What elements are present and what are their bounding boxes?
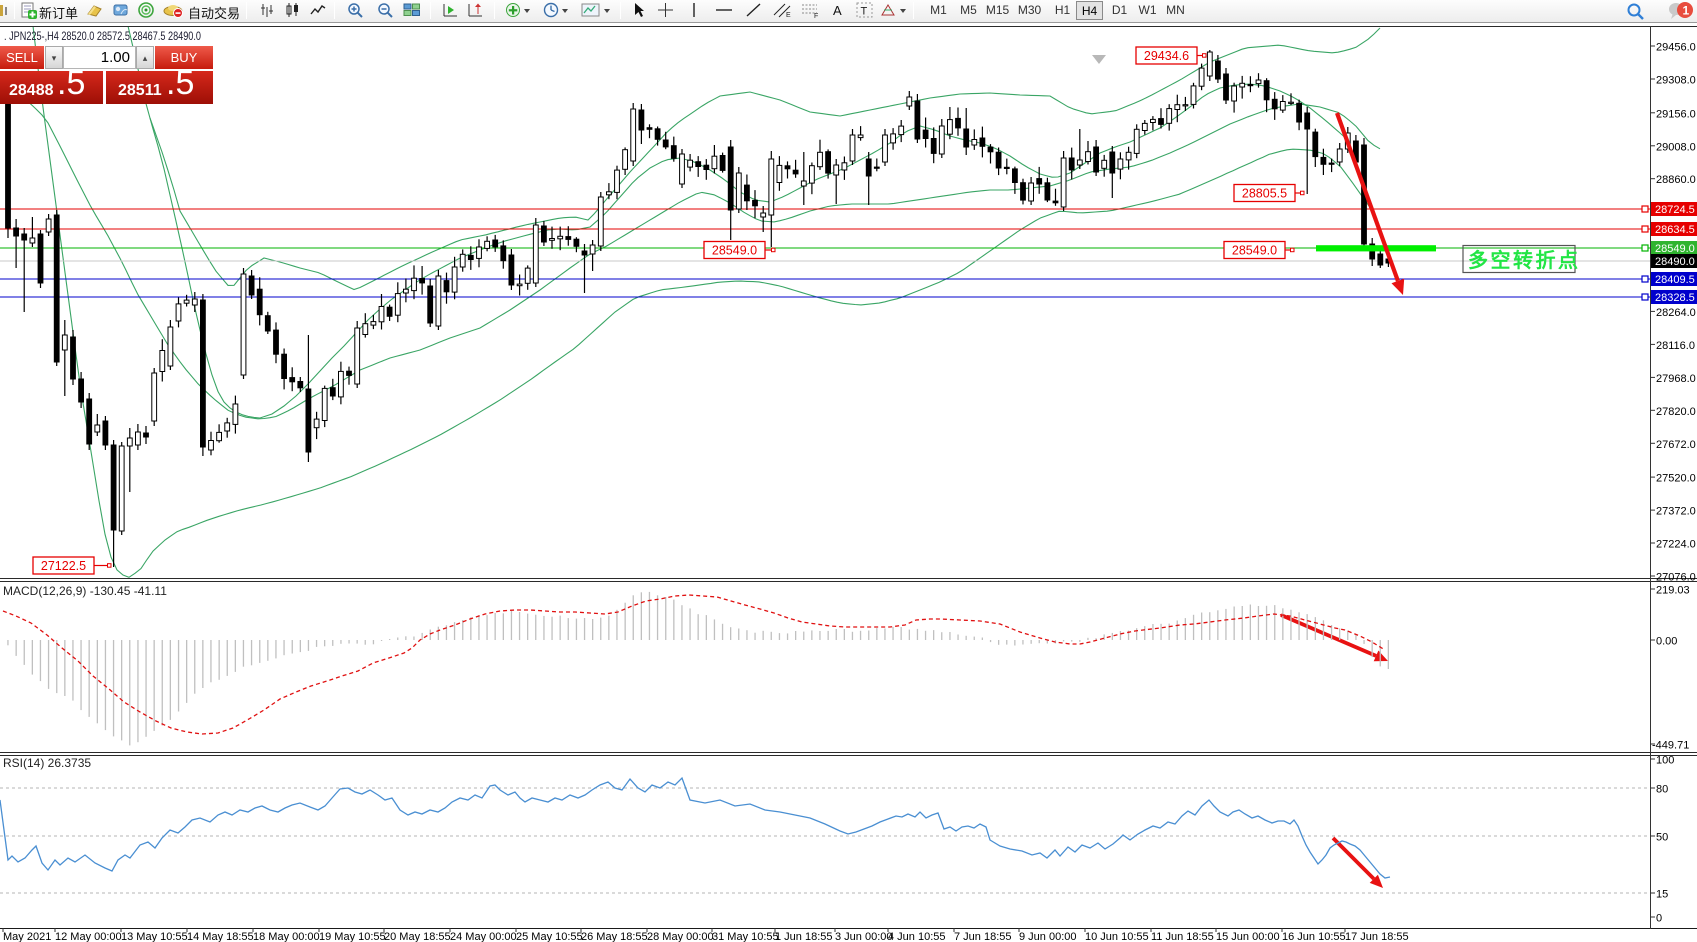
svg-text:219.03: 219.03 <box>1656 585 1690 597</box>
svg-text:MACD(12,26,9) -130.45 -41.11: MACD(12,26,9) -130.45 -41.11 <box>3 584 167 598</box>
svg-text:27224.0: 27224.0 <box>1656 539 1696 551</box>
svg-text:. JPN225-,H4 28520.0 28572.5: . JPN225-,H4 28520.0 28572.5 28467.5 284… <box>4 29 201 43</box>
svg-text:100: 100 <box>1656 755 1674 767</box>
svg-text:7 Jun 18:55: 7 Jun 18:55 <box>954 931 1012 942</box>
svg-text:27672.0: 27672.0 <box>1656 439 1696 451</box>
svg-text:0: 0 <box>1656 913 1662 925</box>
svg-text:27122.5: 27122.5 <box>41 559 86 573</box>
svg-text:16 Jun 10:55: 16 Jun 10:55 <box>1282 931 1346 942</box>
svg-text:28549.0: 28549.0 <box>1232 244 1277 258</box>
svg-text:29008.0: 29008.0 <box>1656 141 1696 153</box>
svg-text:1: 1 <box>1683 4 1690 18</box>
svg-text:0.00: 0.00 <box>1656 636 1677 648</box>
svg-text:3 Jun 00:00: 3 Jun 00:00 <box>835 931 893 942</box>
svg-text:28490.0: 28490.0 <box>1655 256 1695 268</box>
svg-text:11 Jun 18:55: 11 Jun 18:55 <box>1151 931 1214 942</box>
svg-text:-449.71: -449.71 <box>1652 740 1689 752</box>
svg-text:10 Jun 10:55: 10 Jun 10:55 <box>1085 931 1149 942</box>
svg-text:15: 15 <box>1656 889 1668 901</box>
svg-text:May 2021: May 2021 <box>3 931 51 942</box>
svg-text:F: F <box>814 13 818 19</box>
svg-text:29308.0: 29308.0 <box>1656 75 1696 87</box>
svg-text:28634.5: 28634.5 <box>1655 224 1695 236</box>
svg-text:28805.5: 28805.5 <box>1242 187 1287 201</box>
svg-text:14 May 18:55: 14 May 18:55 <box>187 931 254 942</box>
svg-text:28860.0: 28860.0 <box>1656 174 1696 186</box>
svg-text:28549.0: 28549.0 <box>1655 243 1695 255</box>
svg-text:15 Jun 00:00: 15 Jun 00:00 <box>1216 931 1280 942</box>
svg-text:29434.6: 29434.6 <box>1144 49 1189 63</box>
svg-text:9 Jun 00:00: 9 Jun 00:00 <box>1019 931 1077 942</box>
svg-text:E: E <box>786 12 791 19</box>
svg-text:80: 80 <box>1656 784 1668 796</box>
svg-text:31 May 10:55: 31 May 10:55 <box>712 931 779 942</box>
svg-text:27372.0: 27372.0 <box>1656 506 1696 518</box>
svg-text:T: T <box>861 6 868 18</box>
svg-text:RSI(14) 26.3735: RSI(14) 26.3735 <box>3 756 91 770</box>
svg-text:29456.0: 29456.0 <box>1656 42 1696 54</box>
svg-text:12 May 00:00: 12 May 00:00 <box>55 931 122 942</box>
svg-text:28264.0: 28264.0 <box>1656 307 1696 319</box>
svg-text:27968.0: 27968.0 <box>1656 373 1696 385</box>
svg-text:4 Jun 10:55: 4 Jun 10:55 <box>888 931 946 942</box>
svg-text:26 May 18:55: 26 May 18:55 <box>581 931 648 942</box>
svg-text:18 May 00:00: 18 May 00:00 <box>253 931 320 942</box>
svg-text:27520.0: 27520.0 <box>1656 473 1696 485</box>
svg-text:25 May 10:55: 25 May 10:55 <box>516 931 583 942</box>
svg-text:28724.5: 28724.5 <box>1655 204 1695 216</box>
svg-text:27076.0: 27076.0 <box>1656 572 1696 584</box>
svg-text:29156.0: 29156.0 <box>1656 108 1696 120</box>
svg-text:13 May 10:55: 13 May 10:55 <box>121 931 188 942</box>
svg-text:1 Jun 18:55: 1 Jun 18:55 <box>775 931 833 942</box>
svg-text:19 May 10:55: 19 May 10:55 <box>319 931 386 942</box>
svg-text:多空转折点: 多空转折点 <box>1468 248 1581 272</box>
svg-text:28116.0: 28116.0 <box>1656 340 1695 352</box>
svg-text:17 Jun 18:55: 17 Jun 18:55 <box>1345 931 1409 942</box>
svg-text:20 May 18:55: 20 May 18:55 <box>384 931 451 942</box>
svg-text:28549.0: 28549.0 <box>712 244 757 258</box>
svg-text:28328.5: 28328.5 <box>1655 292 1695 304</box>
svg-text:50: 50 <box>1656 832 1668 844</box>
svg-text:28409.5: 28409.5 <box>1655 274 1695 286</box>
svg-text:27820.0: 27820.0 <box>1656 406 1696 418</box>
svg-text:24 May 00:00: 24 May 00:00 <box>450 931 517 942</box>
svg-text:28 May 00:00: 28 May 00:00 <box>647 931 714 942</box>
